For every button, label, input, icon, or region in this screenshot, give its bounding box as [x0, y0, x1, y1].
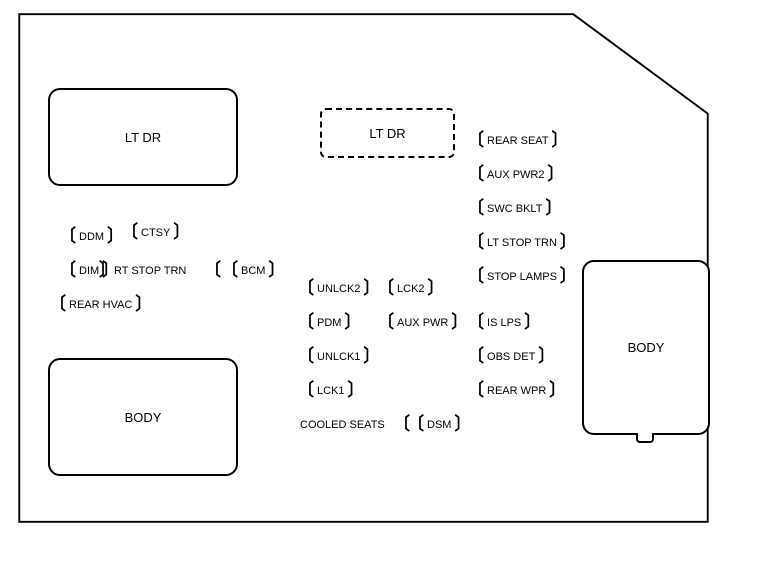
bracket-left-icon: 〔	[468, 349, 484, 364]
bracket-left-icon: 〔	[378, 315, 394, 330]
bracket-left-icon: 〔	[468, 201, 484, 216]
fuse-rt-stop-trn-label: RT STOP TRN	[112, 262, 188, 280]
bracket-right-icon: 〕	[451, 315, 467, 330]
bracket-right-icon: 〕	[545, 201, 561, 216]
bracket-right-icon: 〕	[107, 229, 123, 244]
fuse-dsm-label: DSM	[425, 419, 453, 431]
bracket-left-icon: 〔	[468, 383, 484, 398]
block-body-left: BODY	[48, 358, 238, 476]
bracket-right-icon: 〕	[363, 349, 379, 364]
bracket-right-icon: 〕	[348, 383, 364, 398]
fuse-rear-wpr-label: REAR WPR	[485, 385, 548, 397]
fuse-swc-bklt: 〔 SWC BKLT 〕	[468, 200, 561, 218]
fuse-obs-det: 〔 OBS DET 〕	[468, 348, 554, 366]
fuse-dsm: 〔 DSM 〕	[408, 416, 470, 434]
fuse-lck2: 〔 LCK2 〕	[378, 280, 444, 298]
fuse-stop-lamps: 〔 STOP LAMPS 〕	[468, 268, 576, 286]
fuse-rear-wpr: 〔 REAR WPR 〕	[468, 382, 565, 400]
bracket-left-icon: 〔	[298, 281, 314, 296]
fuse-unlck1-label: UNLCK1	[315, 351, 362, 363]
bracket-right-icon: 〕	[268, 263, 284, 278]
fuse-unlck1: 〔 UNLCK1 〕	[298, 348, 379, 366]
bracket-right-icon: 〕	[549, 383, 565, 398]
bracket-left-icon: 〔	[468, 133, 484, 148]
bracket-left-icon: 〔	[394, 417, 410, 432]
block-lt-dr-main: LT DR	[48, 88, 238, 186]
block-lt-dr-dashed: LT DR	[320, 108, 455, 158]
fuse-unlck2-label: UNLCK2	[315, 283, 362, 295]
bracket-left-icon: 〔	[468, 269, 484, 284]
block-body-left-label: BODY	[125, 410, 162, 425]
bracket-left-icon: 〔	[60, 263, 76, 278]
block-body-right-notch	[636, 433, 654, 443]
bracket-right-icon: 〕	[552, 133, 568, 148]
fuse-bcm-label: BCM	[239, 265, 267, 277]
fuse-lt-stop-trn-label: LT STOP TRN	[485, 237, 559, 249]
block-body-right-label: BODY	[628, 340, 665, 355]
bracket-left-icon: 〔	[122, 225, 138, 240]
bracket-right-icon: 〕	[538, 349, 554, 364]
fuse-is-lps-label: IS LPS	[485, 317, 523, 329]
fuse-pdm-label: PDM	[315, 317, 343, 329]
fuse-lck2-label: LCK2	[395, 283, 427, 295]
bracket-right-icon: 〕	[344, 315, 360, 330]
fuse-cooled-seats-label: COOLED SEATS	[298, 416, 387, 434]
bracket-left-icon: 〔	[222, 263, 238, 278]
bracket-left-icon: 〔	[60, 229, 76, 244]
fuse-lck1-label: LCK1	[315, 385, 347, 397]
fuse-lck1: 〔 LCK1 〕	[298, 382, 364, 400]
bracket-right-icon: 〕	[560, 269, 576, 284]
fuse-aux-pwr-label: AUX PWR	[395, 317, 450, 329]
fuse-cooled-seats-right-bracket: 〔	[394, 416, 411, 434]
fuse-rear-seat-label: REAR SEAT	[485, 135, 551, 147]
fuse-rt-stop-trn-right-bracket: 〔	[205, 262, 222, 280]
fuse-aux-pwr2: 〔 AUX PWR2 〕	[468, 166, 564, 184]
fuse-ddm-label: DDM	[77, 231, 106, 243]
fuse-ctsy: 〔 CTSY 〕	[122, 224, 189, 242]
fuse-pdm: 〔 PDM 〕	[298, 314, 360, 332]
bracket-right-icon: 〕	[454, 417, 470, 432]
block-lt-dr-main-label: LT DR	[125, 130, 161, 145]
bracket-left-icon: 〔	[50, 297, 66, 312]
bracket-right-icon: 〕	[135, 297, 151, 312]
bracket-left-icon: 〔	[205, 263, 221, 278]
bracket-left-icon: 〔	[298, 315, 314, 330]
fuse-swc-bklt-label: SWC BKLT	[485, 203, 544, 215]
fuse-rear-hvac: 〔 REAR HVAC 〕	[50, 296, 151, 314]
bracket-left-icon: 〔	[298, 349, 314, 364]
bracket-right-icon: 〕	[560, 235, 576, 250]
bracket-right-icon: 〕	[524, 315, 540, 330]
fuse-lt-stop-trn: 〔 LT STOP TRN 〕	[468, 234, 576, 252]
fuse-obs-det-label: OBS DET	[485, 351, 537, 363]
fuse-ddm: 〔 DDM 〕	[60, 228, 123, 246]
fuse-bcm: 〔 BCM 〕	[222, 262, 284, 280]
bracket-right-icon: 〕	[428, 281, 444, 296]
block-body-right: BODY	[582, 260, 710, 435]
bracket-left-icon: 〔	[378, 281, 394, 296]
bracket-left-icon: 〔	[468, 315, 484, 330]
fuse-aux-pwr2-label: AUX PWR2	[485, 169, 546, 181]
fuse-aux-pwr: 〔 AUX PWR 〕	[378, 314, 467, 332]
bracket-left-icon: 〔	[468, 235, 484, 250]
block-lt-dr-dashed-label: LT DR	[369, 126, 405, 141]
fuse-stop-lamps-label: STOP LAMPS	[485, 271, 559, 283]
bracket-left-icon: 〔	[468, 167, 484, 182]
bracket-right-icon: 〕	[547, 167, 563, 182]
fuse-is-lps: 〔 IS LPS 〕	[468, 314, 540, 332]
bracket-left-icon: 〔	[298, 383, 314, 398]
fuse-unlck2: 〔 UNLCK2 〕	[298, 280, 379, 298]
fuse-ctsy-label: CTSY	[139, 227, 172, 239]
fuse-rear-hvac-label: REAR HVAC	[67, 299, 134, 311]
fuse-rear-seat: 〔 REAR SEAT 〕	[468, 132, 568, 150]
bracket-right-icon: 〕	[173, 225, 189, 240]
